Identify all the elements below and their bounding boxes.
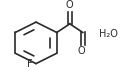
Text: F: F xyxy=(27,59,33,69)
Text: O: O xyxy=(66,0,74,10)
Text: H₂O: H₂O xyxy=(99,29,118,39)
Text: O: O xyxy=(78,46,86,56)
